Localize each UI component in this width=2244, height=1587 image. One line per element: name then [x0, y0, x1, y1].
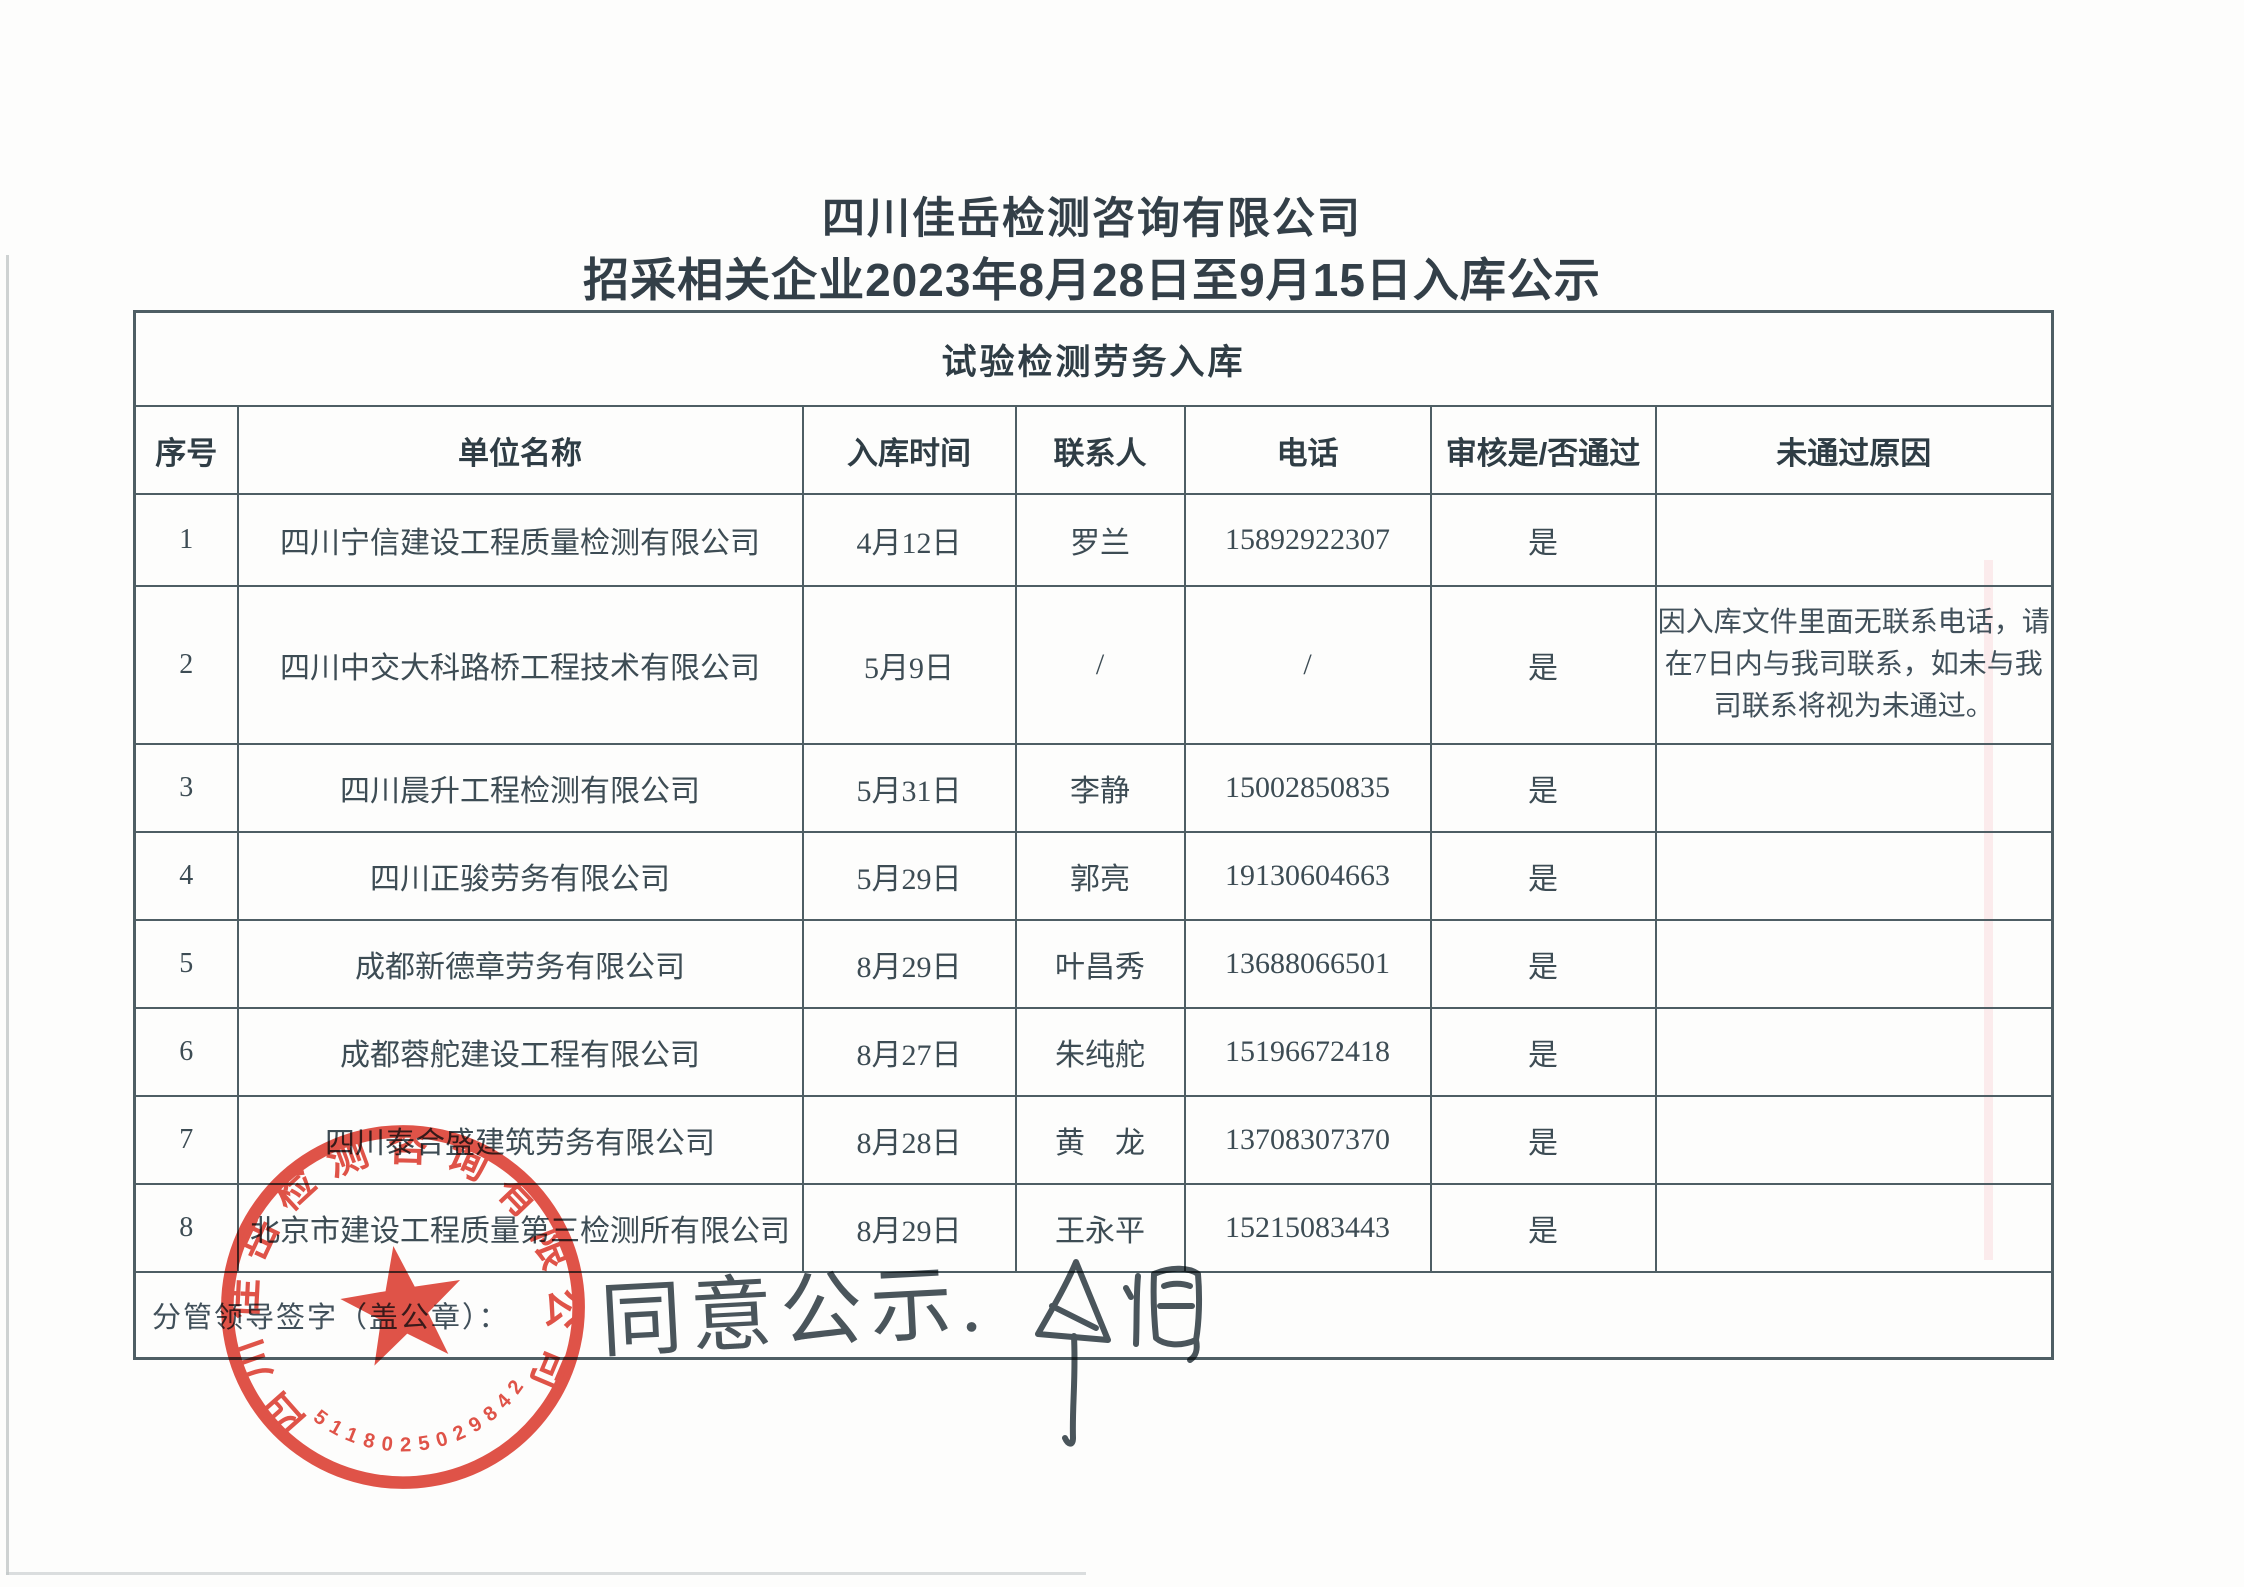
cell-date: 8月27日 — [801, 1007, 1017, 1097]
cell-company: 四川正骏劳务有限公司 — [236, 831, 804, 921]
cell-date: 5月31日 — [801, 743, 1017, 833]
star-icon — [340, 1246, 461, 1366]
official-seal: 四川佳岳检测咨询有限公司 5118025029842 — [193, 1097, 602, 1489]
scan-edge-line — [6, 1572, 1086, 1575]
cell-approved: 是 — [1429, 1183, 1657, 1273]
cell-contact: 王永平 — [1014, 1183, 1186, 1273]
approval-note-handwriting: 同意公示. — [598, 1257, 991, 1368]
signature-area: 同意公示. — [598, 1257, 1203, 1447]
cell-approved: 是 — [1429, 919, 1657, 1009]
cell-phone: 15002850835 — [1183, 743, 1432, 833]
col-header-seq: 序号 — [133, 405, 239, 495]
cell-company: 四川晨升工程检测有限公司 — [236, 743, 804, 833]
cell-company: 成都新德章劳务有限公司 — [236, 919, 804, 1009]
table-section-row: 试验检测劳务入库 — [133, 310, 2054, 407]
cell-seq: 8 — [133, 1183, 239, 1273]
cell-phone: 15892922307 — [1183, 493, 1432, 587]
col-header-approved: 审核是/否通过 — [1429, 405, 1657, 495]
page-subtitle: 招采相关企业2023年8月28日至9月15日入库公示 — [583, 254, 1601, 306]
seal-ring — [221, 1125, 585, 1489]
registration-table: 试验检测劳务入库 序号 单位名称 入库时间 联系人 电话 审核是/否通过 未通过… — [133, 310, 2054, 1360]
table-row: 3 四川晨升工程检测有限公司 5月31日 李静 15002850835 是 — [133, 743, 2054, 833]
cell-reason — [1654, 1095, 2054, 1185]
cell-contact: 黄 龙 — [1014, 1095, 1186, 1185]
cell-seq: 1 — [133, 493, 239, 587]
cell-reason — [1654, 1183, 2054, 1273]
signer-handwritten-signature — [1035, 1259, 1203, 1447]
table-row: 7 四川泰合盛建筑劳务有限公司 8月28日 黄 龙 13708307370 是 — [133, 1095, 2054, 1185]
cell-phone: 13688066501 — [1183, 919, 1432, 1009]
cell-reason — [1654, 919, 2054, 1009]
scan-edge-line — [6, 255, 9, 1575]
cell-reason — [1654, 743, 2054, 833]
table-row: 1 四川宁信建设工程质量检测有限公司 4月12日 罗兰 15892922307 … — [133, 493, 2054, 587]
cell-company: 四川中交大科路桥工程技术有限公司 — [236, 585, 804, 745]
cell-approved: 是 — [1429, 493, 1657, 587]
cell-phone: 15196672418 — [1183, 1007, 1432, 1097]
cell-contact: 郭亮 — [1014, 831, 1186, 921]
page-title: 四川佳岳检测咨询有限公司 — [822, 195, 1362, 243]
cell-approved: 是 — [1429, 1095, 1657, 1185]
cell-date: 4月12日 — [801, 493, 1017, 587]
table-row: 6 成都蓉舵建设工程有限公司 8月27日 朱纯舵 15196672418 是 — [133, 1007, 2054, 1097]
cell-seq: 5 — [133, 919, 239, 1009]
cell-approved: 是 — [1429, 831, 1657, 921]
cell-approved: 是 — [1429, 1007, 1657, 1097]
cell-contact: 罗兰 — [1014, 493, 1186, 587]
cell-phone: 19130604663 — [1183, 831, 1432, 921]
cell-approved: 是 — [1429, 585, 1657, 745]
cell-date: 8月29日 — [801, 1183, 1017, 1273]
cell-seq: 6 — [133, 1007, 239, 1097]
table-row: 4 四川正骏劳务有限公司 5月29日 郭亮 19130604663 是 — [133, 831, 2054, 921]
table-row: 8 北京市建设工程质量第三检测所有限公司 8月29日 王永平 152150834… — [133, 1183, 2054, 1273]
cell-phone: 13708307370 — [1183, 1095, 1432, 1185]
cell-contact: 李静 — [1014, 743, 1186, 833]
cell-reason — [1654, 1007, 2054, 1097]
cell-contact: / — [1014, 585, 1186, 745]
cell-contact: 朱纯舵 — [1014, 1007, 1186, 1097]
cell-date: 8月29日 — [801, 919, 1017, 1009]
cell-reason — [1654, 493, 2054, 587]
cell-date: 5月9日 — [801, 585, 1017, 745]
cell-phone: 15215083443 — [1183, 1183, 1432, 1273]
cell-contact: 叶昌秀 — [1014, 919, 1186, 1009]
col-header-contact: 联系人 — [1014, 405, 1186, 495]
col-header-date: 入库时间 — [801, 405, 1017, 495]
cell-seq: 2 — [133, 585, 239, 745]
cell-reason: 因入库文件里面无联系电话，请在7日内与我司联系，如未与我司联系将视为未通过。 — [1654, 585, 2054, 745]
cell-company: 四川宁信建设工程质量检测有限公司 — [236, 493, 804, 587]
table-row: 5 成都新德章劳务有限公司 8月29日 叶昌秀 13688066501 是 — [133, 919, 2054, 1009]
cell-seq: 3 — [133, 743, 239, 833]
col-header-phone: 电话 — [1183, 405, 1432, 495]
col-header-reason: 未通过原因 — [1654, 405, 2054, 495]
cell-date: 5月29日 — [801, 831, 1017, 921]
cell-seq: 4 — [133, 831, 239, 921]
cell-approved: 是 — [1429, 743, 1657, 833]
table-header-row: 序号 单位名称 入库时间 联系人 电话 审核是/否通过 未通过原因 — [133, 405, 2054, 495]
cell-company: 成都蓉舵建设工程有限公司 — [236, 1007, 804, 1097]
cell-seq: 7 — [133, 1095, 239, 1185]
table-section-title: 试验检测劳务入库 — [133, 310, 2054, 407]
cell-phone: / — [1183, 585, 1432, 745]
table-row: 2 四川中交大科路桥工程技术有限公司 5月9日 / / 是 因入库文件里面无联系… — [133, 585, 2054, 745]
cell-reason — [1654, 831, 2054, 921]
cell-company: 北京市建设工程质量第三检测所有限公司 — [236, 1183, 804, 1273]
col-header-company: 单位名称 — [236, 405, 804, 495]
cell-date: 8月28日 — [801, 1095, 1017, 1185]
